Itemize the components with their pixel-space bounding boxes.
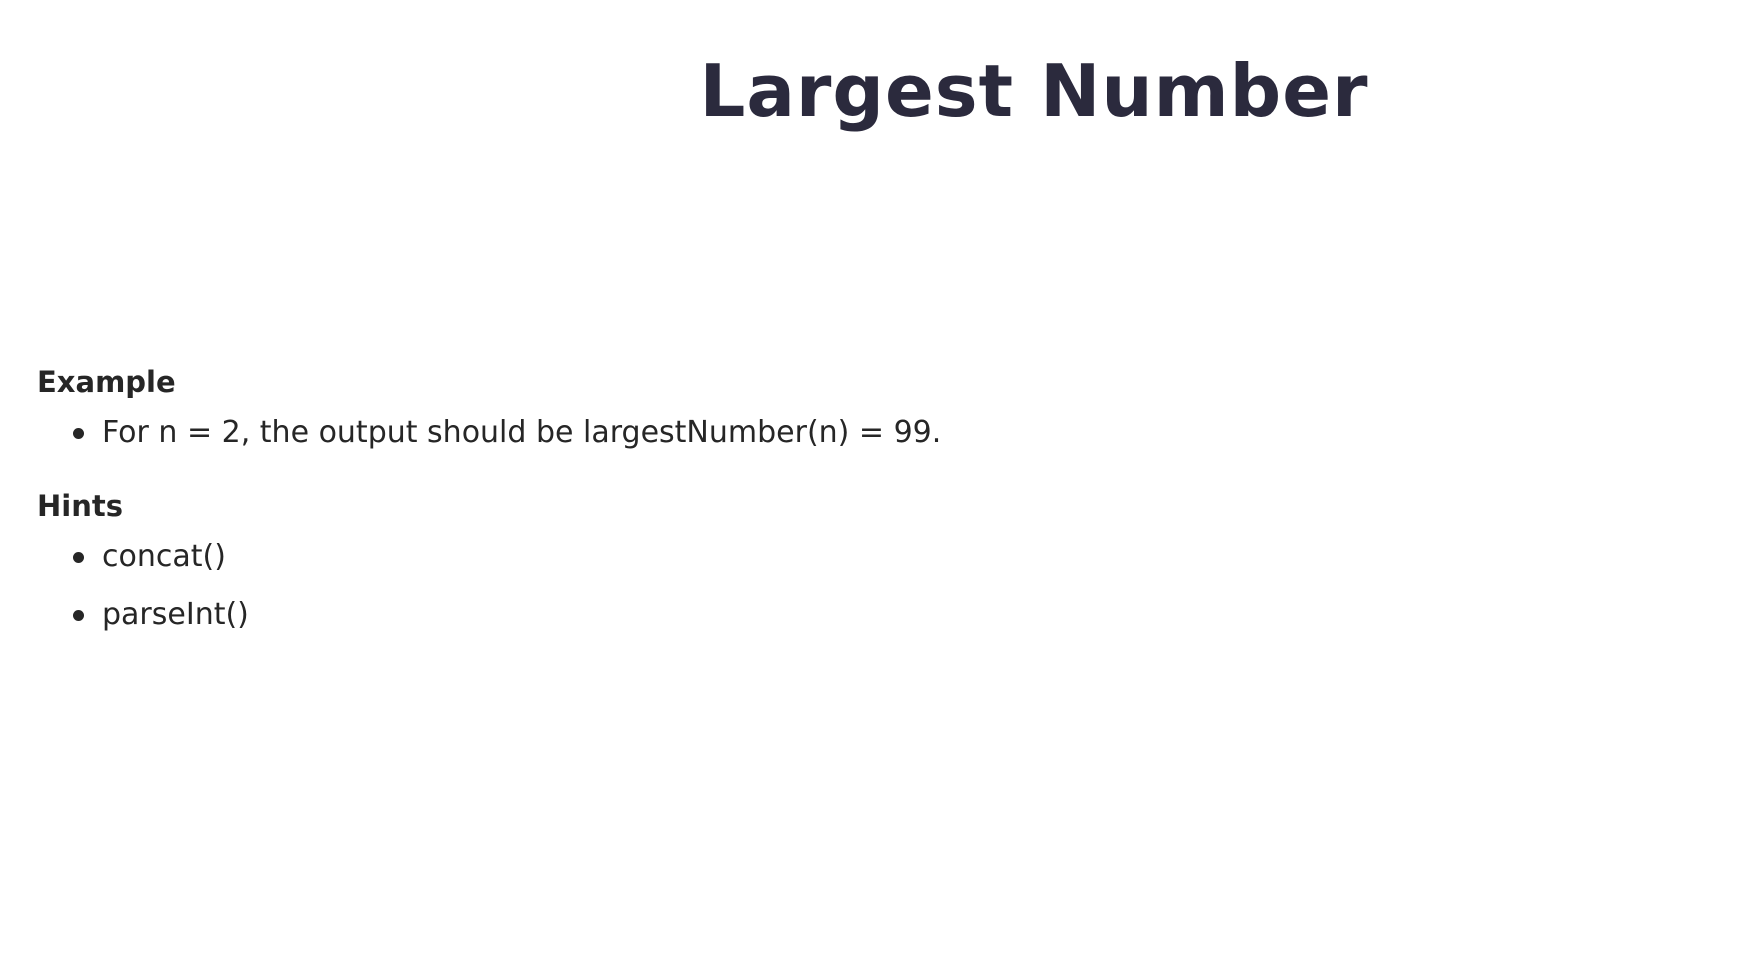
bullet-icon: [73, 428, 84, 439]
bullet-icon: [73, 552, 84, 563]
problem-content: Example For n = 2, the output should be …: [37, 360, 1437, 644]
hint-item: concat(): [37, 528, 1437, 586]
example-item: For n = 2, the output should be largestN…: [37, 404, 1437, 462]
hint-item: parseInt(): [37, 586, 1437, 644]
example-item-text: For n = 2, the output should be largestN…: [102, 415, 942, 450]
example-heading: Example: [37, 365, 176, 399]
hint-item-text: concat(): [102, 539, 226, 574]
bullet-icon: [73, 610, 84, 621]
hint-item-text: parseInt(): [102, 597, 249, 632]
page-title: Largest Number: [699, 49, 1369, 133]
hints-list: concat() parseInt(): [37, 528, 1437, 644]
example-list: For n = 2, the output should be largestN…: [37, 404, 1437, 462]
hints-heading: Hints: [37, 489, 123, 523]
